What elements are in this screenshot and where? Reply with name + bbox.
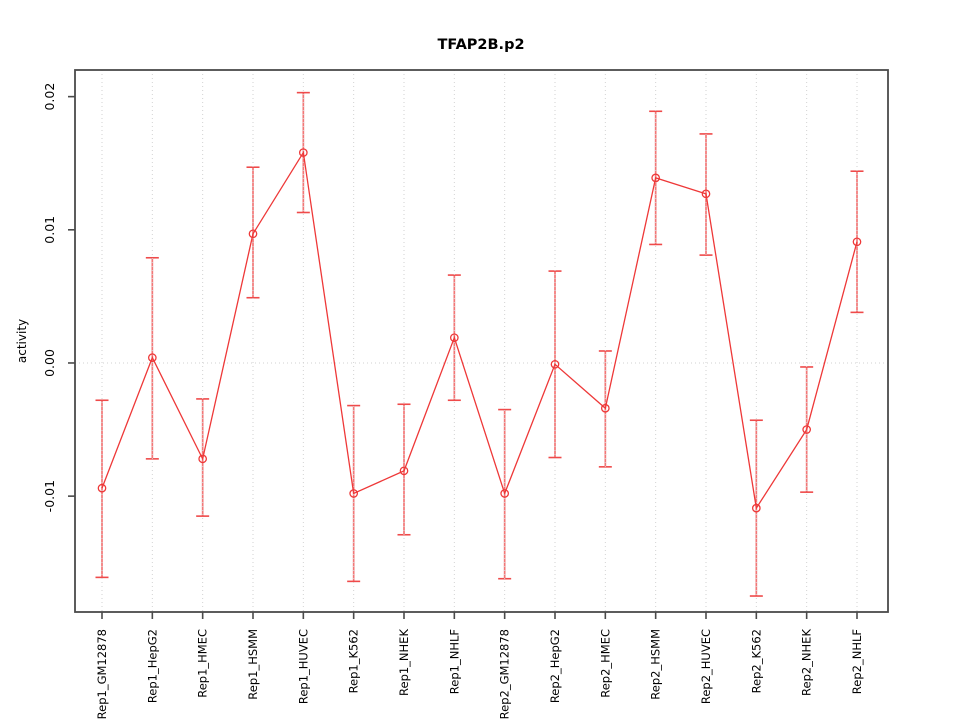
x-tick-label: Rep2_NHEK [800, 629, 814, 696]
x-tick-label: Rep1_HMEC [196, 629, 210, 698]
x-tick-label: Rep2_HUVEC [699, 629, 713, 704]
data-point-marker [500, 489, 510, 498]
y-tick-label: 0.01 [42, 216, 57, 244]
data-point-marker [651, 173, 661, 183]
x-tick-label: Rep1_NHEK [397, 629, 411, 696]
data-point-marker [399, 466, 409, 476]
data-point-marker [97, 483, 107, 493]
data-point-marker [701, 189, 711, 199]
chart-title: TFAP2B.p2 [437, 37, 524, 53]
y-tick-label: -0.01 [42, 480, 57, 512]
data-point-marker [600, 403, 610, 413]
data-point-marker [550, 359, 560, 369]
data-point-marker [248, 229, 258, 239]
data-point-marker [198, 454, 208, 464]
y-axis-title: activity [15, 319, 29, 363]
y-tick-label: 0.02 [42, 83, 57, 111]
x-tick-label: Rep1_K562 [347, 629, 361, 693]
x-tick-label: Rep1_HUVEC [296, 629, 310, 704]
x-tick-label: Rep2_K562 [749, 629, 763, 693]
data-point-marker [751, 503, 761, 513]
data-point-marker [147, 353, 157, 362]
data-point-marker [449, 333, 459, 343]
data-point-marker [802, 425, 812, 434]
y-tick-label: 0.00 [42, 349, 57, 377]
data-point-marker [852, 237, 862, 247]
x-tick-label: Rep2_NHLF [850, 629, 864, 694]
x-tick-label: Rep2_GM12878 [498, 629, 512, 719]
x-tick-label: Rep1_NHLF [447, 629, 461, 694]
x-tick-label: Rep2_HepG2 [548, 629, 562, 703]
x-tick-label: Rep1_HepG2 [145, 629, 159, 703]
x-tick-label: Rep2_HSMM [649, 629, 663, 700]
plot-border [74, 69, 889, 613]
x-tick-label: Rep1_GM12878 [95, 629, 109, 719]
x-tick-label: Rep2_HMEC [598, 629, 612, 698]
x-tick-label: Rep1_HSMM [246, 629, 260, 700]
data-point-marker [298, 148, 308, 157]
data-point-marker [349, 489, 359, 498]
series-line [101, 150, 858, 510]
